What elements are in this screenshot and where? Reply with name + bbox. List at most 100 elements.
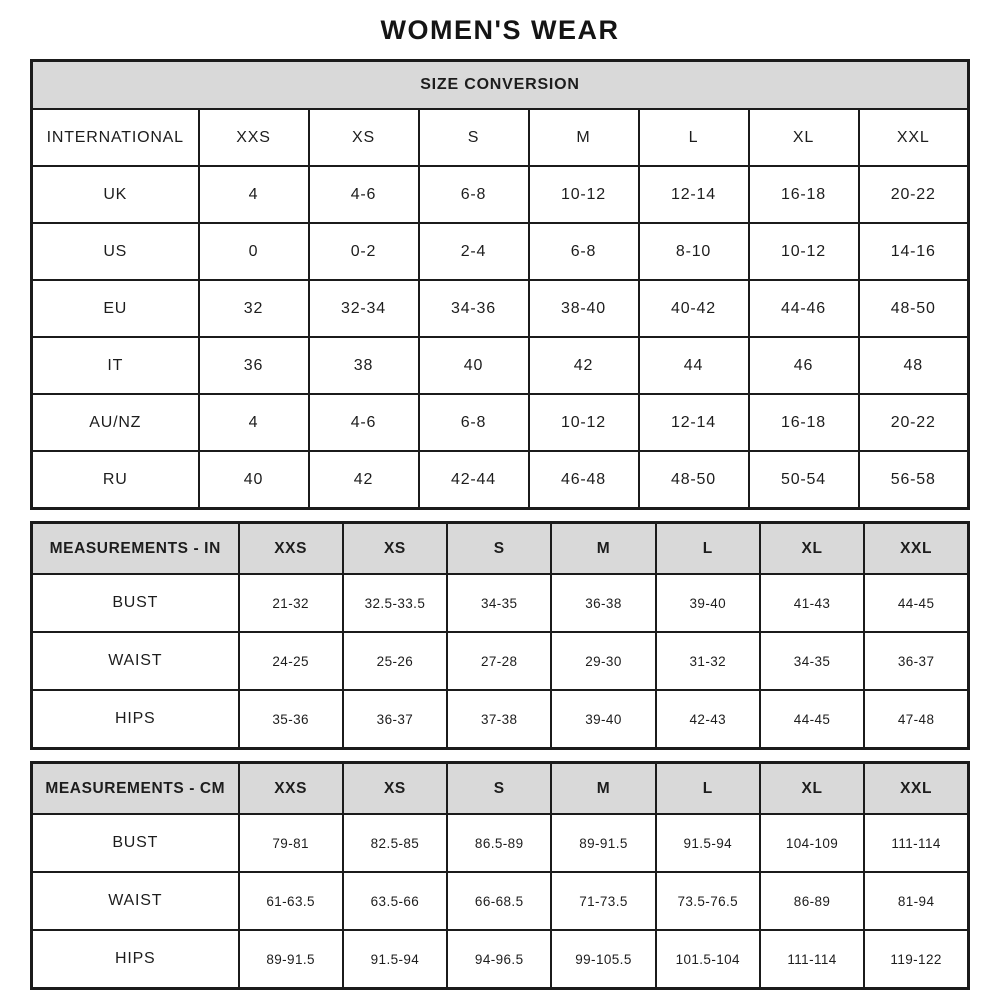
cell-ru-xxs: 40 — [197, 450, 310, 510]
cell-bust-in-m: 36-38 — [550, 573, 657, 633]
header-size-xxs: XXS — [197, 108, 310, 167]
table-row-us: US 0 0-2 2-4 6-8 8-10 10-12 14-16 — [30, 222, 970, 281]
cell-aunz-xs: 4-6 — [307, 393, 420, 452]
cell-bust-cm-xxl: 111-114 — [863, 813, 970, 873]
cell-us-l: 8-10 — [637, 222, 750, 281]
cell-aunz-xxs: 4 — [197, 393, 310, 452]
cell-bust-in-xxs: 21-32 — [237, 573, 344, 633]
cell-waist-cm-xxs: 61-63.5 — [237, 871, 344, 931]
cell-aunz-m: 10-12 — [527, 393, 640, 452]
cell-bust-cm-xl: 104-109 — [758, 813, 866, 873]
header-size-s: S — [417, 108, 530, 167]
cm-header-xxs: XXS — [237, 761, 344, 815]
cell-waist-cm-xl: 86-89 — [758, 871, 866, 931]
measurements-in-header-row: MEASUREMENTS - IN XXS XS S M L XL XXL — [30, 521, 970, 575]
measurements-cm-table: MEASUREMENTS - CM XXS XS S M L XL XXL BU… — [30, 761, 970, 990]
cell-ru-l: 48-50 — [637, 450, 750, 510]
cell-hips-in-xs: 36-37 — [341, 689, 449, 750]
cell-waist-in-l: 31-32 — [654, 631, 761, 691]
cell-it-xs: 38 — [307, 336, 420, 395]
header-international: INTERNATIONAL — [30, 108, 200, 167]
cell-uk-m: 10-12 — [527, 165, 640, 224]
cell-hips-in-l: 42-43 — [654, 689, 761, 750]
cell-us-xs: 0-2 — [307, 222, 420, 281]
cell-ru-xs: 42 — [307, 450, 420, 510]
size-conversion-header-row: INTERNATIONAL XXS XS S M L XL XXL — [30, 108, 970, 167]
cell-hips-in-xl: 44-45 — [758, 689, 866, 750]
row-label-it: IT — [30, 336, 200, 395]
table-row-bust-cm: BUST 79-81 82.5-85 86.5-89 89-91.5 91.5-… — [30, 813, 970, 873]
cell-eu-xl: 44-46 — [747, 279, 860, 338]
cell-waist-cm-xxl: 81-94 — [863, 871, 970, 931]
in-header-xl: XL — [758, 521, 866, 575]
cell-waist-in-s: 27-28 — [446, 631, 553, 691]
row-label-hips-cm: HIPS — [30, 929, 240, 990]
in-header-xxs: XXS — [237, 521, 344, 575]
cell-waist-cm-m: 71-73.5 — [550, 871, 657, 931]
header-size-xs: XS — [307, 108, 420, 167]
cell-bust-in-xl: 41-43 — [758, 573, 866, 633]
cell-waist-in-xxs: 24-25 — [237, 631, 344, 691]
in-header-m: M — [550, 521, 657, 575]
cell-it-l: 44 — [637, 336, 750, 395]
table-row-aunz: AU/NZ 4 4-6 6-8 10-12 12-14 16-18 20-22 — [30, 393, 970, 452]
table-row-hips-in: HIPS 35-36 36-37 37-38 39-40 42-43 44-45… — [30, 689, 970, 750]
cell-uk-l: 12-14 — [637, 165, 750, 224]
header-size-xl: XL — [747, 108, 860, 167]
table-row-uk: UK 4 4-6 6-8 10-12 12-14 16-18 20-22 — [30, 165, 970, 224]
table-row-hips-cm: HIPS 89-91.5 91.5-94 94-96.5 99-105.5 10… — [30, 929, 970, 990]
cell-bust-cm-xxs: 79-81 — [237, 813, 344, 873]
table-row-bust-in: BUST 21-32 32.5-33.5 34-35 36-38 39-40 4… — [30, 573, 970, 633]
cell-uk-xxl: 20-22 — [857, 165, 970, 224]
row-label-aunz: AU/NZ — [30, 393, 200, 452]
cell-ru-m: 46-48 — [527, 450, 640, 510]
cell-aunz-xl: 16-18 — [747, 393, 860, 452]
cell-bust-in-s: 34-35 — [446, 573, 553, 633]
cell-us-m: 6-8 — [527, 222, 640, 281]
row-label-waist-cm: WAIST — [30, 871, 240, 931]
cell-eu-s: 34-36 — [417, 279, 530, 338]
cm-header-xs: XS — [341, 761, 449, 815]
cell-bust-in-xs: 32.5-33.5 — [341, 573, 449, 633]
size-guide-page: WOMEN'S WEAR SIZE CONVERSION INTERNATION… — [30, 0, 970, 990]
in-header-s: S — [446, 521, 553, 575]
cell-ru-xxl: 56-58 — [857, 450, 970, 510]
cell-hips-cm-xxs: 89-91.5 — [237, 929, 344, 990]
cell-us-xl: 10-12 — [747, 222, 860, 281]
header-size-m: M — [527, 108, 640, 167]
table-row-eu: EU 32 32-34 34-36 38-40 40-42 44-46 48-5… — [30, 279, 970, 338]
row-label-bust-cm: BUST — [30, 813, 240, 873]
cell-eu-xxs: 32 — [197, 279, 310, 338]
row-label-bust-in: BUST — [30, 573, 240, 633]
cm-header-xxl: XXL — [863, 761, 970, 815]
cell-bust-cm-s: 86.5-89 — [446, 813, 553, 873]
measurements-cm-header-row: MEASUREMENTS - CM XXS XS S M L XL XXL — [30, 761, 970, 815]
cell-waist-in-xs: 25-26 — [341, 631, 449, 691]
cell-eu-xs: 32-34 — [307, 279, 420, 338]
in-header-xxl: XXL — [863, 521, 970, 575]
size-conversion-table: SIZE CONVERSION INTERNATIONAL XXS XS S M… — [30, 59, 970, 510]
cm-header-xl: XL — [758, 761, 866, 815]
cell-it-s: 40 — [417, 336, 530, 395]
cell-uk-xl: 16-18 — [747, 165, 860, 224]
cell-waist-cm-xs: 63.5-66 — [341, 871, 449, 931]
cell-waist-in-m: 29-30 — [550, 631, 657, 691]
cell-hips-cm-xs: 91.5-94 — [341, 929, 449, 990]
size-conversion-title: SIZE CONVERSION — [30, 59, 970, 110]
row-label-eu: EU — [30, 279, 200, 338]
cell-bust-in-l: 39-40 — [654, 573, 761, 633]
measurements-cm-title: MEASUREMENTS - CM — [30, 761, 240, 815]
cell-hips-cm-l: 101.5-104 — [654, 929, 761, 990]
cell-bust-cm-xs: 82.5-85 — [341, 813, 449, 873]
cell-us-xxs: 0 — [197, 222, 310, 281]
cell-hips-cm-s: 94-96.5 — [446, 929, 553, 990]
cell-hips-cm-xl: 111-114 — [758, 929, 866, 990]
measurements-in-title: MEASUREMENTS - IN — [30, 521, 240, 575]
cell-eu-m: 38-40 — [527, 279, 640, 338]
header-size-l: L — [637, 108, 750, 167]
cell-it-xxl: 48 — [857, 336, 970, 395]
cell-us-s: 2-4 — [417, 222, 530, 281]
cell-waist-cm-l: 73.5-76.5 — [654, 871, 761, 931]
cell-hips-in-s: 37-38 — [446, 689, 553, 750]
table-row-ru: RU 40 42 42-44 46-48 48-50 50-54 56-58 — [30, 450, 970, 510]
